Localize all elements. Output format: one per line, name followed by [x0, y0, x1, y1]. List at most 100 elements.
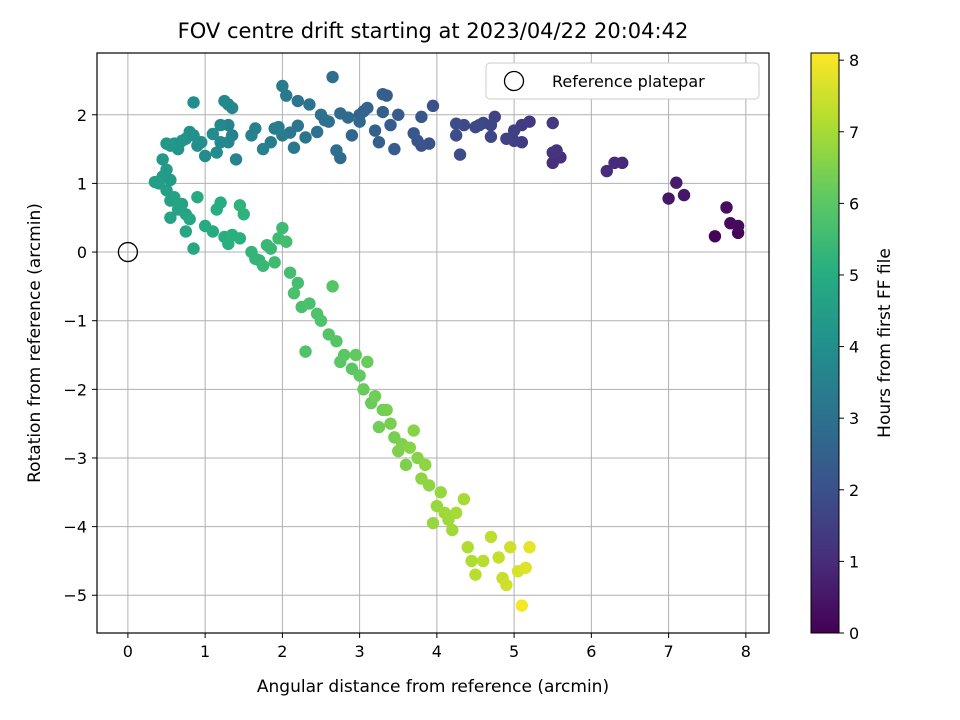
- data-point: [330, 335, 343, 348]
- data-point: [353, 115, 366, 128]
- data-point: [361, 355, 374, 369]
- y-axis-label: Rotation from reference (arcmin): [25, 203, 45, 483]
- data-point: [434, 486, 447, 499]
- legend-box: [485, 62, 760, 100]
- data-point: [291, 94, 305, 108]
- data-point: [187, 242, 200, 255]
- data-point: [276, 79, 289, 93]
- data-point: [461, 541, 474, 554]
- legend-label-reference: Reference platepar: [552, 72, 705, 91]
- data-point: [492, 551, 505, 564]
- data-point: [426, 516, 440, 530]
- data-point: [326, 70, 339, 84]
- data-point: [600, 164, 613, 178]
- data-point: [419, 458, 432, 472]
- colorbar-tick-label: 7: [849, 123, 859, 142]
- data-point: [720, 201, 733, 214]
- grid-lines: [97, 53, 769, 633]
- data-point: [206, 225, 220, 238]
- data-point: [229, 153, 243, 166]
- colorbar-label: Hours from first FF file: [875, 248, 895, 438]
- data-point: [446, 523, 459, 537]
- y-tick-label: 0: [77, 243, 87, 262]
- data-point: [310, 125, 324, 139]
- data-point: [708, 230, 722, 243]
- colorbar-tick-label: 1: [849, 552, 859, 571]
- data-point: [388, 142, 401, 156]
- scatter-points: [148, 70, 745, 612]
- data-point: [662, 192, 675, 205]
- y-tick-label: −5: [63, 586, 87, 605]
- data-point: [303, 297, 316, 310]
- data-point: [256, 142, 270, 156]
- data-point: [515, 599, 529, 612]
- data-point: [407, 424, 420, 437]
- data-point: [198, 149, 212, 163]
- data-point: [507, 124, 521, 137]
- x-tick-label: 5: [509, 642, 519, 661]
- data-point: [268, 256, 281, 269]
- data-point: [504, 541, 517, 554]
- data-point: [314, 314, 328, 327]
- x-tick-label: 6: [586, 642, 596, 661]
- data-point: [449, 129, 463, 142]
- data-point: [326, 280, 339, 293]
- data-point: [245, 129, 258, 142]
- data-point: [422, 479, 436, 492]
- y-tick-label: −3: [63, 449, 87, 468]
- data-point: [283, 266, 297, 279]
- x-tick-label: 8: [741, 642, 751, 661]
- data-point: [399, 458, 413, 472]
- x-tick-label: 3: [355, 642, 365, 661]
- data-point: [357, 383, 370, 396]
- data-point: [449, 117, 463, 130]
- data-point: [164, 211, 177, 224]
- colorbar-tick-label: 0: [849, 624, 859, 643]
- data-point: [233, 199, 247, 212]
- data-point: [330, 144, 343, 157]
- data-point: [268, 122, 281, 135]
- data-point: [287, 287, 301, 300]
- plot-frame: [96, 52, 770, 634]
- x-tick-label: 0: [123, 642, 133, 661]
- data-point: [156, 153, 169, 166]
- data-point: [214, 196, 227, 209]
- data-point: [303, 98, 316, 111]
- y-axis-ticks: 2 1 0 −1 −2 −3 −4 −5: [63, 106, 97, 605]
- x-tick-label: 7: [663, 642, 673, 661]
- y-tick-label: −1: [63, 312, 87, 331]
- data-point: [519, 561, 532, 574]
- y-tick-label: 2: [77, 106, 87, 125]
- data-point: [334, 107, 347, 120]
- data-point: [426, 99, 440, 113]
- data-point: [457, 492, 471, 506]
- data-point: [546, 146, 559, 159]
- data-point: [376, 105, 389, 119]
- data-point: [469, 120, 482, 134]
- data-point: [677, 188, 691, 202]
- reference-platepar-marker: [117, 241, 139, 263]
- colorbar-tick-label: 4: [849, 338, 859, 357]
- data-point: [376, 87, 389, 101]
- data-point: [523, 541, 536, 554]
- y-tick-label: −2: [63, 380, 87, 399]
- data-point: [500, 578, 513, 592]
- colorbar-ticks: 0 1 2 3 4 5 6 7 8: [839, 51, 859, 643]
- colorbar-tick-label: 3: [849, 409, 859, 428]
- data-point: [608, 156, 621, 170]
- colorbar-tick-label: 5: [849, 266, 859, 285]
- data-point: [392, 108, 405, 121]
- data-point: [384, 118, 397, 132]
- y-tick-label: 1: [77, 174, 87, 193]
- data-point: [368, 124, 382, 137]
- data-point: [477, 554, 490, 568]
- data-point: [183, 212, 196, 226]
- data-point: [280, 89, 293, 102]
- x-axis-ticks: 0 1 2 3 4 5 6 7 8: [123, 633, 751, 661]
- data-point: [500, 132, 513, 145]
- data-point: [372, 136, 386, 149]
- data-point: [484, 130, 498, 143]
- data-point: [299, 131, 312, 144]
- x-tick-label: 2: [277, 642, 287, 661]
